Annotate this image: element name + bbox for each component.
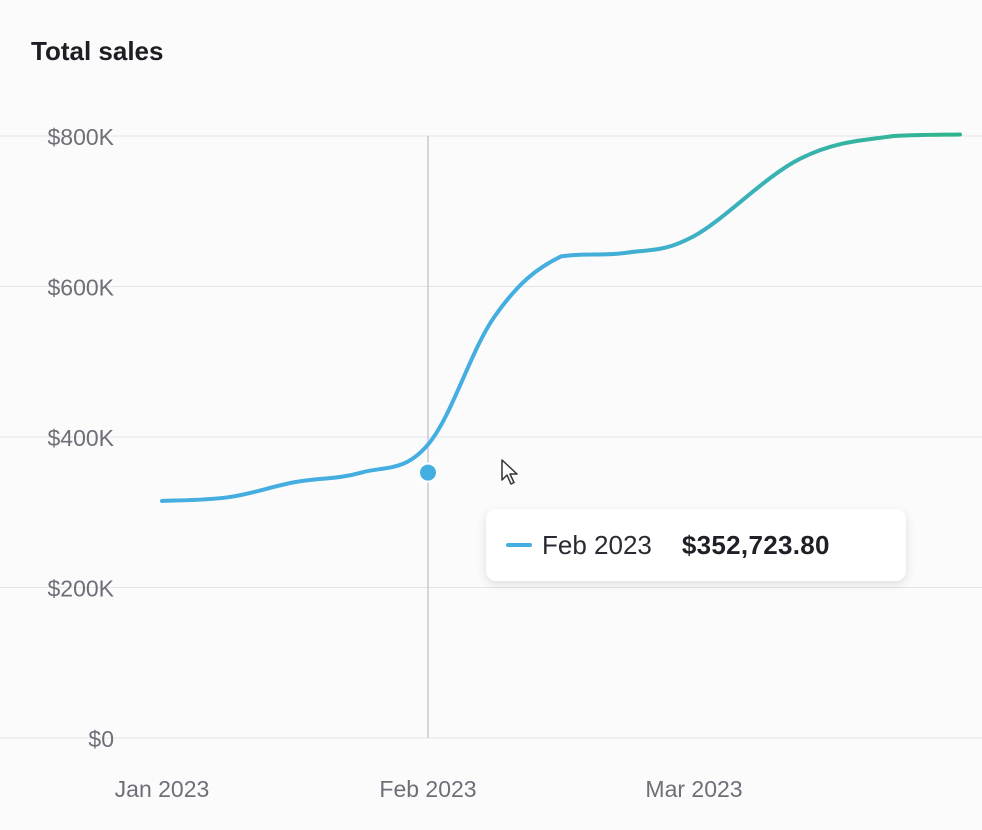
highlight-point[interactable] [418, 462, 438, 483]
tooltip-series-swatch [506, 543, 532, 547]
y-tick-label: $400K [47, 425, 114, 451]
chart-title: Total sales [31, 36, 164, 66]
mouse-pointer-icon [501, 459, 518, 485]
tooltip: Feb 2023 $352,723.80 [486, 509, 906, 581]
y-tick-label: $200K [47, 576, 114, 602]
x-tick-label: Jan 2023 [115, 776, 210, 802]
tooltip-label: Feb 2023 [542, 529, 652, 560]
tooltip-value: $352,723.80 [681, 529, 830, 560]
y-tick-label: $0 [88, 726, 114, 752]
y-axis: $0 $200K $400K $600K $800K [47, 124, 114, 752]
grid [0, 135, 982, 739]
x-tick-label: Feb 2023 [379, 776, 476, 802]
y-tick-label: $600K [47, 275, 114, 301]
x-tick-label: Mar 2023 [645, 776, 742, 802]
y-tick-label: $800K [47, 124, 114, 150]
x-axis: Jan 2023 Feb 2023 Mar 2023 [115, 776, 743, 802]
series-line-total-sales[interactable] [160, 132, 962, 503]
